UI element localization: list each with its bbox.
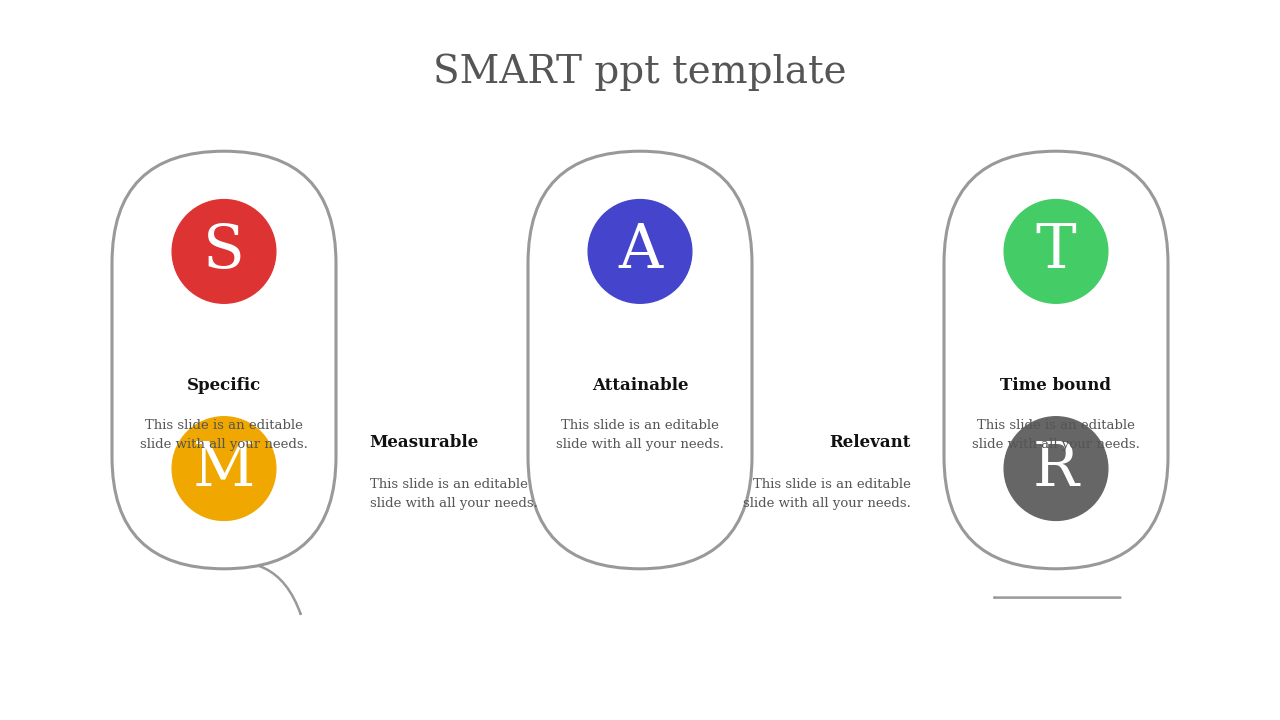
Text: A: A (618, 222, 662, 282)
Text: M: M (193, 438, 255, 498)
Circle shape (173, 199, 276, 303)
Circle shape (589, 199, 692, 303)
Text: Attainable: Attainable (591, 377, 689, 394)
Text: This slide is an editable
slide with all your needs.: This slide is an editable slide with all… (370, 479, 538, 510)
Text: This slide is an editable
slide with all your needs.: This slide is an editable slide with all… (140, 419, 308, 451)
FancyArrowPatch shape (205, 562, 301, 614)
Text: This slide is an editable
slide with all your needs.: This slide is an editable slide with all… (742, 479, 910, 510)
Text: Specific: Specific (187, 377, 261, 394)
FancyBboxPatch shape (113, 151, 335, 569)
Text: This slide is an editable
slide with all your needs.: This slide is an editable slide with all… (556, 419, 724, 451)
Text: T: T (1036, 222, 1076, 282)
FancyBboxPatch shape (529, 151, 751, 569)
Text: Relevant: Relevant (829, 434, 910, 451)
Text: Measurable: Measurable (370, 434, 479, 451)
Text: R: R (1033, 438, 1079, 498)
Circle shape (1004, 417, 1107, 521)
Text: S: S (204, 222, 244, 282)
Text: This slide is an editable
slide with all your needs.: This slide is an editable slide with all… (972, 419, 1140, 451)
Circle shape (1004, 199, 1107, 303)
Circle shape (173, 417, 276, 521)
Text: Time bound: Time bound (1001, 377, 1111, 394)
FancyBboxPatch shape (945, 151, 1169, 569)
Text: SMART ppt template: SMART ppt template (433, 53, 847, 91)
